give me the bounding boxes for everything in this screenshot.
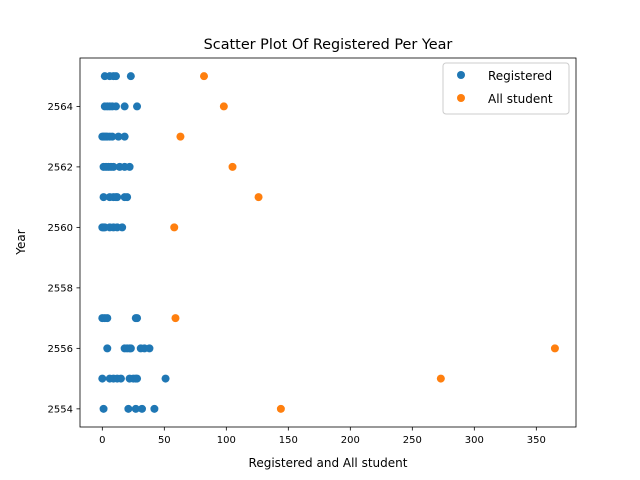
x-axis-ticks: 0 50 100 150 200 250 300 350 xyxy=(99,427,546,446)
point-registered xyxy=(133,314,142,323)
point-registered xyxy=(138,404,146,413)
point-all-student xyxy=(254,193,263,202)
point-registered xyxy=(98,374,107,383)
legend-label-registered: Registered xyxy=(488,69,552,83)
point-registered xyxy=(113,193,122,202)
data-points xyxy=(98,72,559,413)
legend-marker-all-student xyxy=(457,94,465,102)
point-registered xyxy=(133,374,142,383)
point-all-student xyxy=(171,314,180,323)
y-tick-label: 2556 xyxy=(48,344,73,355)
plot-frame xyxy=(79,57,577,428)
point-all-student xyxy=(200,72,208,81)
point-all-student xyxy=(170,223,179,232)
y-tick-label: 2558 xyxy=(48,283,73,294)
point-registered xyxy=(103,314,112,323)
legend-label-all-student: All student xyxy=(488,92,553,106)
point-registered xyxy=(118,223,127,232)
y-axis-label: Year xyxy=(14,229,28,255)
point-registered xyxy=(99,193,108,202)
y-tick-label: 2554 xyxy=(48,404,73,415)
point-registered xyxy=(133,102,142,111)
x-tick-label: 100 xyxy=(217,435,236,446)
point-registered xyxy=(109,162,118,171)
point-registered xyxy=(120,102,129,111)
point-registered xyxy=(120,132,129,141)
x-tick-label: 300 xyxy=(465,435,484,446)
point-registered xyxy=(123,193,132,202)
y-axis-ticks: 2554 2556 2558 2560 2562 2564 xyxy=(48,102,80,415)
point-registered xyxy=(99,404,108,413)
y-tick-label: 2564 xyxy=(48,102,73,113)
point-registered xyxy=(114,132,123,141)
point-all-student xyxy=(219,102,228,111)
point-all-student xyxy=(176,132,185,141)
x-tick-label: 150 xyxy=(279,435,298,446)
point-all-student xyxy=(228,162,237,171)
legend-marker-registered xyxy=(457,71,465,79)
point-registered xyxy=(126,72,135,81)
point-registered xyxy=(150,404,159,413)
legend: Registered All student xyxy=(442,62,570,115)
point-registered xyxy=(108,132,117,141)
point-registered xyxy=(103,344,112,353)
point-registered xyxy=(124,404,133,413)
point-registered xyxy=(111,102,120,111)
y-tick-label: 2560 xyxy=(48,223,73,234)
x-axis-label: Registered and All student xyxy=(249,456,408,470)
x-tick-label: 0 xyxy=(99,435,105,446)
point-registered xyxy=(161,374,170,383)
point-all-student xyxy=(276,404,285,413)
legend-box xyxy=(442,62,570,115)
x-tick-label: 200 xyxy=(341,435,360,446)
point-registered xyxy=(145,344,154,353)
point-registered xyxy=(131,404,140,413)
point-registered xyxy=(111,72,120,81)
point-registered xyxy=(125,162,134,171)
y-tick-label: 2562 xyxy=(48,162,73,173)
x-tick-label: 350 xyxy=(527,435,546,446)
chart-title: Scatter Plot Of Registered Per Year xyxy=(204,37,453,53)
point-registered xyxy=(116,374,125,383)
point-all-student xyxy=(436,374,445,383)
point-registered xyxy=(126,344,135,353)
x-tick-label: 50 xyxy=(158,435,171,446)
point-all-student xyxy=(550,344,559,353)
x-tick-label: 250 xyxy=(403,435,422,446)
